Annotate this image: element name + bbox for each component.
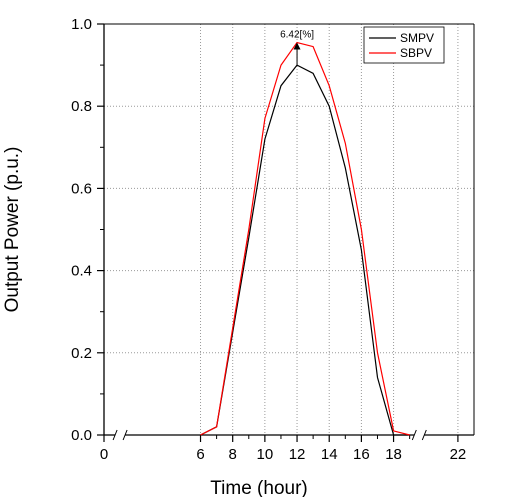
grid-layer [104,24,474,435]
x-tick-label: 0 [100,446,108,463]
x-tick-label: 10 [257,446,274,463]
annotation-label: 6.42[%] [280,29,314,40]
axis-break-mark [411,429,417,441]
axis-break-mark [122,429,128,441]
legend-label-smpv: SMPV [400,31,434,45]
legend-label-sbpv: SBPV [400,46,432,60]
series-line-smpv [200,64,410,436]
y-axis-title: Output Power (p.u.) [2,147,23,313]
series-line-sbpv [200,41,410,436]
annotation-layer: 6.42[%] [280,29,314,66]
legend-box [363,26,445,64]
x-tick-label: 8 [229,446,237,463]
axis-break-mark [421,429,427,441]
axes-layer [103,23,475,441]
y-tick-label: 0.4 [71,263,92,280]
x-tick-label: 14 [321,446,338,463]
x-tick-label: 16 [353,446,370,463]
x-tick-label: 12 [289,446,306,463]
annotation-arrow-head [293,42,301,50]
y-tick-label: 0.6 [71,180,92,197]
ticks-layer: 0.0 0.2 0.4 0.6 0.8 1.0 0 6 8 10 12 14 16 18 22 [71,16,466,463]
y-tick-label: 0.8 [71,98,92,115]
y-tick-label: 0.2 [71,345,92,362]
y-tick-label: 1.0 [71,16,92,33]
x-tick-label: 6 [196,446,204,463]
axis-break-mark [112,429,118,441]
x-axis-title: Time (hour) [210,478,307,497]
y-tick-label: 0.0 [71,427,92,444]
x-tick-label: 18 [385,446,402,463]
series-layer [200,41,410,436]
x-tick-label: 22 [450,446,467,463]
